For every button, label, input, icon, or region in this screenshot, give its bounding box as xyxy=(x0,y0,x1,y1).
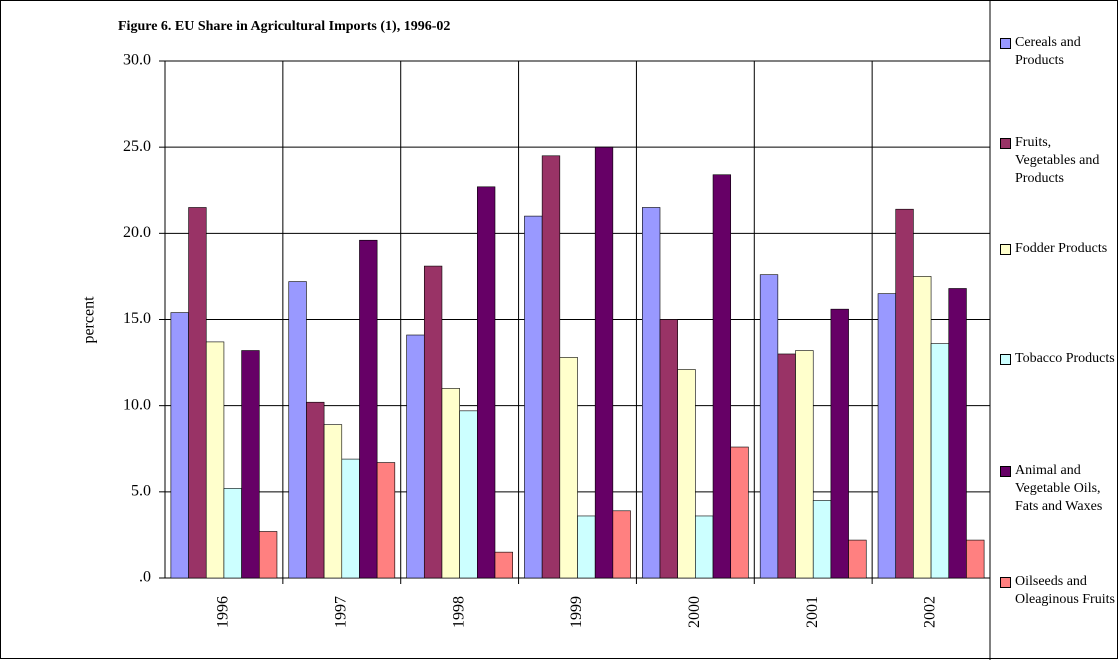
bar xyxy=(494,551,513,579)
x-tick-label: 2002 xyxy=(922,596,939,628)
legend-label: Tobacco Products xyxy=(1015,351,1115,366)
bar xyxy=(459,410,478,579)
bar xyxy=(848,539,867,579)
y-tick-label: 15.0 xyxy=(123,310,151,327)
bar xyxy=(730,446,749,579)
x-tick-label: 1999 xyxy=(568,596,585,628)
bar xyxy=(170,312,189,579)
bar xyxy=(441,388,460,579)
bar xyxy=(258,531,278,579)
legend-item: Tobacco Products xyxy=(1000,350,1115,368)
bar xyxy=(642,207,661,579)
bar xyxy=(966,539,985,579)
y-tick-label: 20.0 xyxy=(123,224,151,241)
legend-label: Fruits, Vegetables and Products xyxy=(1015,135,1100,186)
y-axis-label: percent xyxy=(81,296,98,344)
bar xyxy=(188,207,207,579)
bar xyxy=(359,239,378,579)
bar xyxy=(913,276,932,579)
bar xyxy=(423,265,443,579)
bar xyxy=(376,462,396,579)
bar xyxy=(477,186,496,579)
x-tick-label: 1998 xyxy=(450,596,467,628)
bar xyxy=(241,350,260,579)
bar xyxy=(795,350,814,579)
bar xyxy=(695,515,714,579)
bar xyxy=(877,293,897,579)
x-tick-label: 1997 xyxy=(332,596,349,628)
legend-item: Cereals and Products xyxy=(1000,34,1115,70)
legend-swatch xyxy=(1000,466,1011,477)
bar xyxy=(830,308,849,579)
x-tick-label: 2000 xyxy=(686,596,703,628)
bar xyxy=(541,155,561,579)
bar xyxy=(594,146,614,579)
legend-swatch xyxy=(1000,38,1011,49)
bar xyxy=(659,319,678,579)
y-tick-label: 30.0 xyxy=(123,52,151,69)
y-tick-label: 5.0 xyxy=(131,483,151,500)
bar xyxy=(223,488,242,579)
x-tick-label: 2001 xyxy=(804,596,821,628)
chart-title: Figure 6. EU Share in Agricultural Impor… xyxy=(118,19,450,34)
legend-item: Oilseeds and Oleaginous Fruits xyxy=(1000,573,1115,609)
bar xyxy=(559,357,578,579)
legend-item: Fodder Products xyxy=(1000,240,1115,258)
bar xyxy=(323,424,343,579)
bar xyxy=(677,369,696,579)
bar xyxy=(777,353,796,579)
x-tick-label: 1996 xyxy=(215,596,232,628)
bar xyxy=(759,274,779,579)
bar xyxy=(948,288,967,579)
y-tick-label: 25.0 xyxy=(123,138,151,155)
bar xyxy=(930,343,950,579)
legend-swatch xyxy=(1000,577,1011,588)
bar xyxy=(577,515,596,579)
legend-swatch xyxy=(1000,354,1011,365)
legend-swatch xyxy=(1000,138,1011,149)
bar xyxy=(288,281,307,579)
y-tick-label: 10.0 xyxy=(123,396,151,413)
bar xyxy=(306,401,325,579)
y-tick-label: .0 xyxy=(139,569,151,586)
legend-label: Cereals and Products xyxy=(1015,35,1081,68)
bar xyxy=(712,174,732,579)
bar xyxy=(812,500,832,579)
bar xyxy=(205,341,225,579)
bar xyxy=(406,334,425,579)
bar xyxy=(612,510,631,579)
legend-swatch xyxy=(1000,244,1011,255)
legend-label: Animal and Vegetable Oils, Fats and Waxe… xyxy=(1015,463,1103,514)
legend-item: Animal and Vegetable Oils, Fats and Waxe… xyxy=(1000,462,1115,516)
bar xyxy=(341,458,360,579)
legend-label: Oilseeds and Oleaginous Fruits xyxy=(1015,574,1115,607)
bar xyxy=(895,208,914,579)
bar xyxy=(524,215,543,579)
legend-item: Fruits, Vegetables and Products xyxy=(1000,134,1115,188)
legend-label: Fodder Products xyxy=(1015,241,1108,256)
